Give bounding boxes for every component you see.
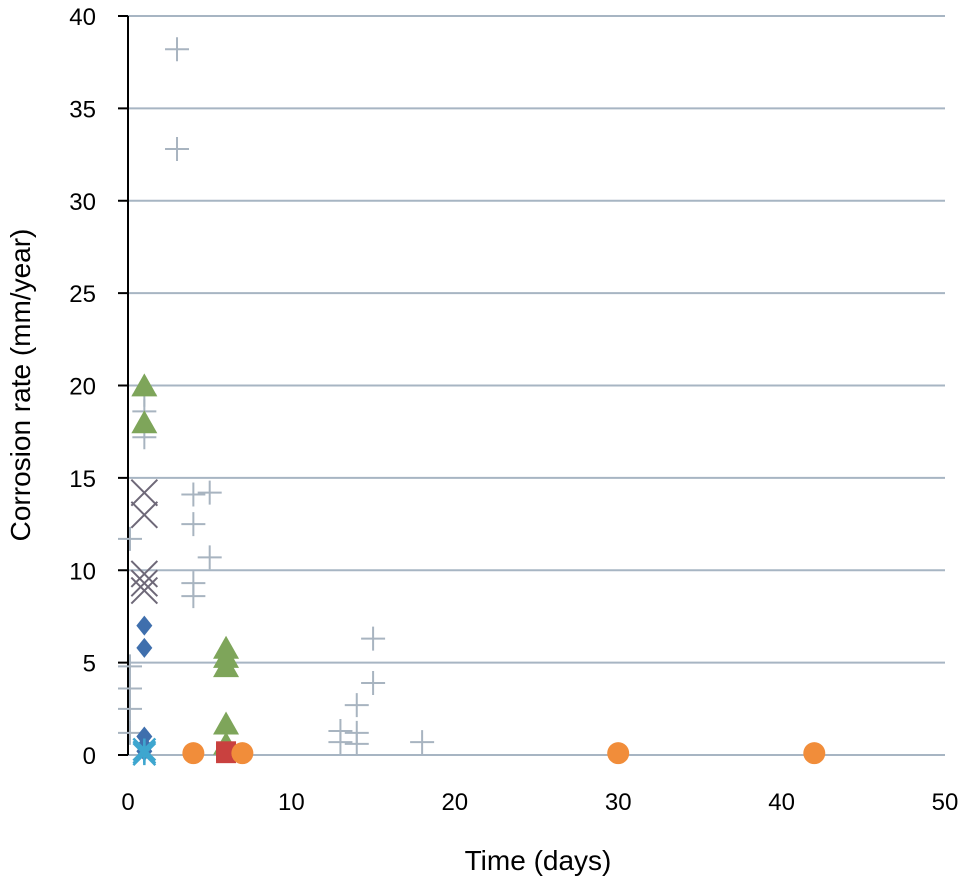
- data-point-plus: [118, 676, 142, 701]
- x-tick-label: 10: [278, 789, 305, 816]
- data-point-plus: [181, 584, 206, 609]
- data-point-plus: [165, 37, 190, 62]
- x-tick-label: 50: [932, 789, 959, 816]
- data-point-plus: [361, 626, 386, 651]
- data-point-plus: [197, 545, 222, 570]
- data-point-square: [216, 743, 237, 764]
- axes: [118, 15, 129, 756]
- x-tick-label: 20: [441, 789, 468, 816]
- data-point-x: [130, 576, 159, 605]
- data-point-diamond: [136, 615, 153, 636]
- data-point-plus: [118, 654, 142, 679]
- x-axis-title: Time (days): [465, 845, 612, 876]
- y-tick-label: 15: [69, 466, 96, 493]
- data-point-circle: [803, 742, 826, 765]
- x-tick-label: 0: [121, 789, 134, 816]
- y-tick-label: 20: [69, 374, 96, 401]
- data-point-circle: [231, 742, 254, 765]
- data-point-plus: [197, 480, 222, 505]
- data-point-plus: [410, 730, 435, 755]
- x-tick-label: 30: [605, 789, 632, 816]
- data-point-triangle: [131, 410, 158, 434]
- data-point-diamond: [136, 637, 153, 658]
- data-point-x: [130, 478, 159, 507]
- y-tick-label: 10: [69, 558, 96, 585]
- y-tick-label: 40: [69, 4, 96, 31]
- data-point-plus: [328, 730, 353, 755]
- data-point-plus: [181, 512, 206, 537]
- tick-labels: 0 5 10 15 20 25 30 35 40 0 10 20 30 40 50: [69, 4, 958, 816]
- data-point-plus: [165, 137, 190, 162]
- data-points: [118, 37, 826, 766]
- y-tick-label: 35: [69, 96, 96, 123]
- data-point-circle: [607, 742, 630, 765]
- data-point-asterisk: [132, 742, 157, 766]
- y-tick-label: 25: [69, 281, 96, 308]
- data-point-plus: [118, 720, 142, 745]
- x-tick-label: 40: [768, 789, 795, 816]
- y-tick-label: 0: [83, 743, 96, 770]
- y-axis-title: Corrosion rate (mm/year): [5, 229, 36, 542]
- data-point-x: [130, 569, 159, 597]
- y-tick-label: 30: [69, 189, 96, 216]
- gridlines: [128, 15, 945, 756]
- data-point-plus: [344, 693, 369, 718]
- data-point-plus: [181, 482, 206, 507]
- data-point-triangle: [213, 711, 240, 735]
- data-point-plus: [118, 526, 142, 551]
- data-point-plus: [344, 731, 369, 756]
- data-point-x: [130, 501, 159, 529]
- data-point-circle: [182, 742, 205, 765]
- data-point-plus: [361, 670, 386, 695]
- data-point-plus: [118, 696, 142, 721]
- y-tick-label: 5: [83, 651, 96, 678]
- data-point-triangle: [213, 654, 240, 678]
- data-point-triangle: [131, 373, 158, 397]
